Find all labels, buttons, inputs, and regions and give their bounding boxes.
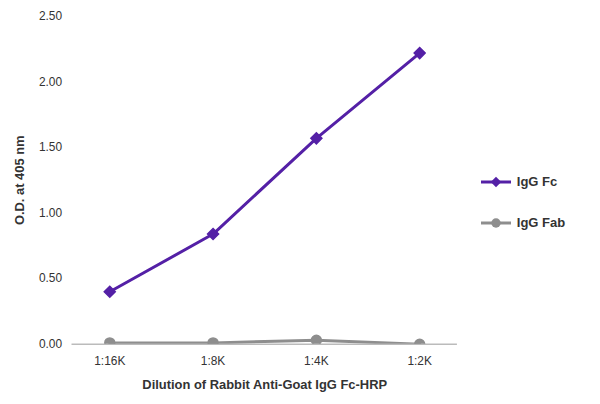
svg-text:0.00: 0.00 [39,337,63,351]
svg-text:1:4K: 1:4K [304,354,329,368]
svg-text:2.00: 2.00 [39,75,63,89]
svg-text:2.50: 2.50 [39,9,63,23]
svg-text:O.D. at 405 nm: O.D. at 405 nm [12,135,27,225]
svg-text:1.50: 1.50 [39,140,63,154]
svg-text:1.00: 1.00 [39,206,63,220]
html-text:IgG Fc: IgG Fc [516,174,558,189]
svg-text:1:8K: 1:8K [201,354,226,368]
svg-text:1:2K: 1:2K [407,354,432,368]
svg-text:Dilution of Rabbit Anti-Goat I: Dilution of Rabbit Anti-Goat IgG Fc-HRP [142,377,387,392]
html-text:IgG Fab: IgG Fab [516,215,566,230]
svg-text:1:16K: 1:16K [94,354,125,368]
svg-text:0.50: 0.50 [39,271,63,285]
